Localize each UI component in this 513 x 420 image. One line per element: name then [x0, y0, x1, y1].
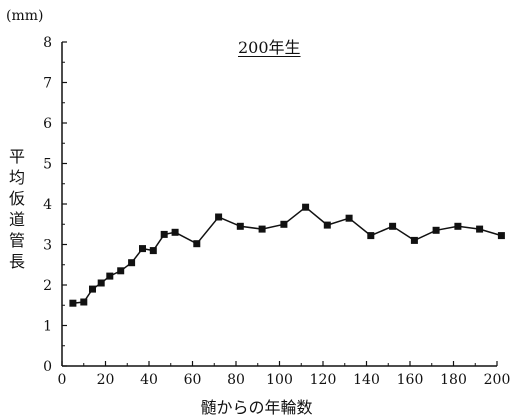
y-tick-label: 1 [43, 319, 52, 335]
data-point [345, 214, 353, 222]
data-point [171, 228, 179, 236]
x-axis-label: 髄からの年輪数 [200, 398, 313, 417]
y-tick-label: 3 [43, 238, 52, 254]
x-tick-label: 120 [310, 372, 337, 388]
data-point [367, 232, 375, 240]
x-tick-label: 180 [440, 372, 467, 388]
data-point [117, 267, 125, 275]
y-tick-label: 8 [43, 35, 52, 51]
y-tick-label: 5 [43, 157, 52, 173]
x-tick-label: 80 [227, 372, 245, 388]
data-point [236, 222, 244, 230]
data-point [258, 225, 266, 233]
data-point [69, 299, 77, 307]
data-point [89, 285, 96, 293]
y-tick-label: 4 [43, 197, 52, 213]
y-axis-label: 平均仮道管長 [8, 147, 25, 271]
x-tick-label: 100 [266, 372, 293, 388]
data-point [454, 222, 462, 230]
data-point [323, 221, 331, 229]
data-point [410, 236, 418, 244]
data-point [149, 247, 157, 255]
data-point [193, 240, 201, 248]
data-point [215, 213, 223, 221]
data-point [80, 298, 88, 306]
data-point [432, 226, 440, 234]
data-point [160, 230, 168, 238]
x-tick-label: 200 [484, 372, 511, 388]
data-point [476, 225, 484, 233]
y-tick-label: 2 [43, 278, 52, 294]
data-point [389, 222, 397, 230]
x-tick-label: 60 [184, 372, 202, 388]
chart-title: 200年生 [238, 38, 301, 57]
y-tick-label: 6 [43, 116, 52, 132]
y-tick-label: 0 [43, 359, 52, 375]
x-tick-label: 160 [397, 372, 424, 388]
x-tick-label: 20 [97, 372, 115, 388]
x-tick-label: 140 [353, 372, 380, 388]
y-tick-label: 7 [43, 76, 52, 92]
data-point [106, 272, 114, 280]
x-tick-label: 40 [140, 372, 158, 388]
data-point [97, 279, 105, 287]
data-point [280, 220, 288, 228]
data-point [497, 232, 505, 240]
data-point [128, 259, 136, 267]
data-point [302, 203, 310, 211]
data-point [139, 245, 146, 253]
x-tick-label: 0 [58, 372, 67, 388]
y-unit-label: (mm) [6, 8, 44, 24]
